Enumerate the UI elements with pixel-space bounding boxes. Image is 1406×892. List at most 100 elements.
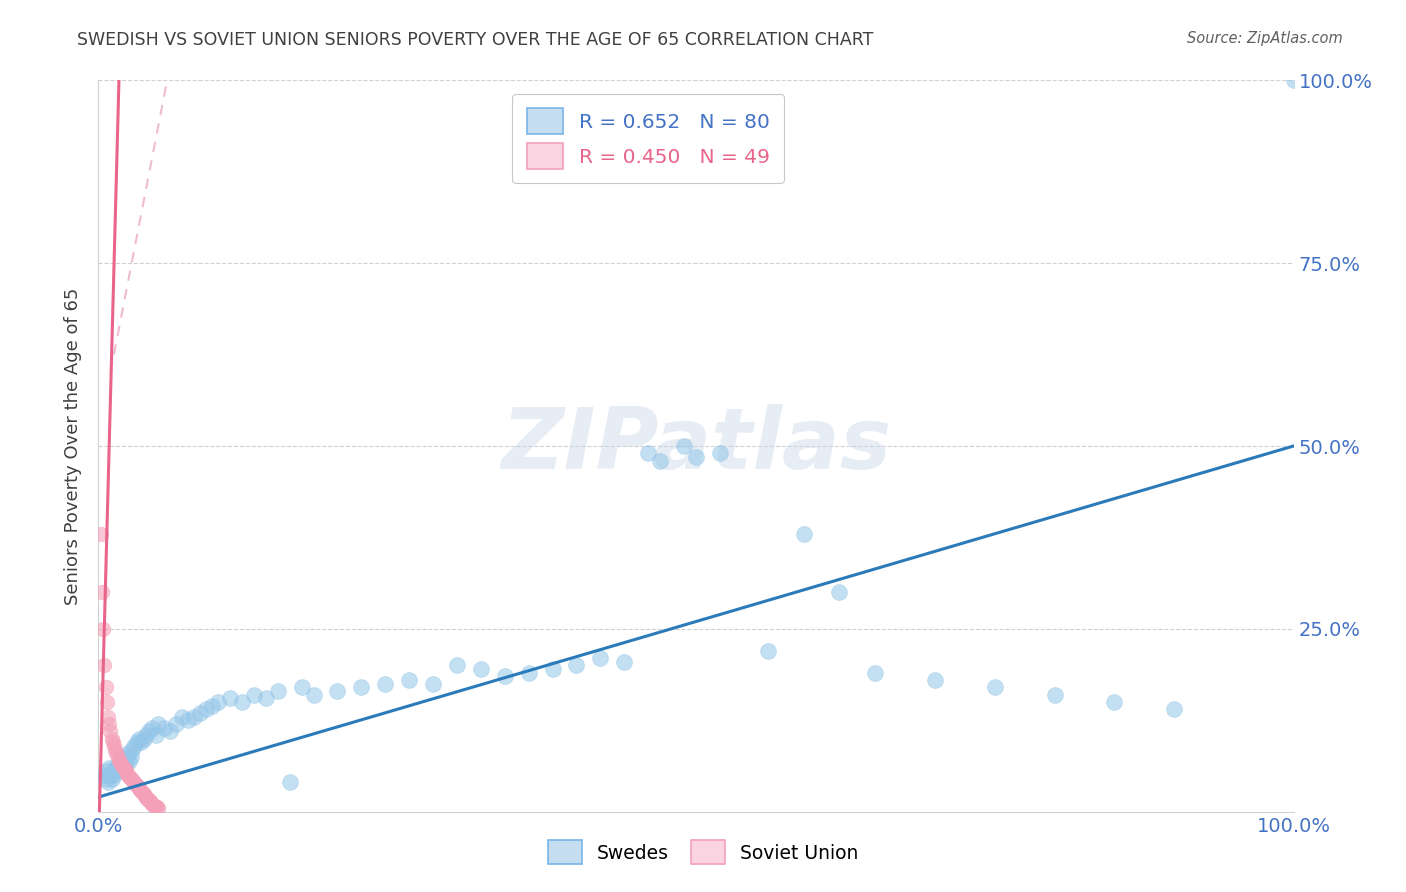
- Point: [135, 790, 157, 805]
- Point: [127, 780, 149, 794]
- Point: [96, 764, 118, 779]
- Point: [125, 735, 148, 749]
- Point: [131, 786, 153, 800]
- Point: [793, 526, 815, 541]
- Point: [94, 681, 117, 695]
- Point: [131, 735, 153, 749]
- Point: [132, 787, 155, 801]
- Point: [115, 749, 138, 764]
- Point: [128, 781, 150, 796]
- Point: [94, 772, 117, 786]
- Point: [122, 774, 145, 789]
- Point: [91, 622, 114, 636]
- Point: [103, 739, 125, 753]
- Point: [111, 759, 134, 773]
- Point: [201, 698, 224, 713]
- Point: [108, 754, 131, 768]
- Point: [828, 585, 851, 599]
- Point: [565, 658, 588, 673]
- Point: [1163, 702, 1185, 716]
- Point: [129, 782, 152, 797]
- Y-axis label: Seniors Poverty Over the Age of 65: Seniors Poverty Over the Age of 65: [65, 287, 83, 605]
- Point: [105, 764, 128, 779]
- Point: [541, 662, 564, 676]
- Point: [118, 754, 141, 768]
- Point: [98, 717, 121, 731]
- Point: [93, 768, 115, 782]
- Point: [118, 770, 141, 784]
- Point: [131, 784, 153, 798]
- Text: ZIPatlas: ZIPatlas: [501, 404, 891, 488]
- Point: [142, 798, 165, 813]
- Point: [374, 676, 396, 690]
- Point: [134, 789, 156, 803]
- Point: [398, 673, 420, 687]
- Point: [148, 717, 170, 731]
- Point: [107, 757, 129, 772]
- Point: [302, 688, 325, 702]
- Point: [107, 761, 129, 775]
- Point: [101, 764, 124, 779]
- Point: [172, 709, 194, 723]
- Point: [110, 757, 132, 772]
- Point: [673, 439, 696, 453]
- Point: [685, 450, 707, 464]
- Point: [141, 797, 163, 812]
- Point: [143, 798, 166, 813]
- Point: [124, 739, 146, 753]
- Point: [132, 731, 155, 746]
- Legend: Swedes, Soviet Union: Swedes, Soviet Union: [540, 833, 866, 871]
- Point: [165, 717, 187, 731]
- Point: [984, 681, 1007, 695]
- Point: [93, 658, 115, 673]
- Point: [103, 768, 125, 782]
- Point: [112, 761, 135, 775]
- Point: [135, 728, 157, 742]
- Point: [195, 702, 218, 716]
- Point: [115, 766, 138, 780]
- Point: [145, 799, 167, 814]
- Point: [121, 742, 143, 756]
- Point: [98, 768, 122, 782]
- Point: [188, 706, 211, 720]
- Point: [98, 761, 121, 775]
- Point: [139, 795, 162, 809]
- Point: [637, 446, 659, 460]
- Point: [291, 681, 314, 695]
- Point: [124, 775, 146, 789]
- Text: SWEDISH VS SOVIET UNION SENIORS POVERTY OVER THE AGE OF 65 CORRELATION CHART: SWEDISH VS SOVIET UNION SENIORS POVERTY …: [77, 31, 873, 49]
- Point: [138, 793, 160, 807]
- Point: [139, 796, 162, 810]
- Point: [107, 754, 129, 768]
- Point: [267, 684, 290, 698]
- Point: [91, 585, 114, 599]
- Point: [136, 791, 159, 805]
- Point: [96, 695, 118, 709]
- Point: [115, 757, 138, 772]
- Point: [128, 731, 150, 746]
- Point: [865, 665, 887, 680]
- Point: [243, 688, 266, 702]
- Point: [108, 755, 131, 769]
- Point: [756, 644, 779, 658]
- Point: [100, 731, 122, 746]
- Point: [648, 453, 672, 467]
- Point: [148, 801, 170, 815]
- Point: [100, 772, 122, 786]
- Point: [117, 746, 139, 760]
- Point: [159, 724, 181, 739]
- Point: [219, 691, 242, 706]
- Point: [110, 757, 132, 772]
- Point: [709, 446, 731, 460]
- Point: [517, 665, 540, 680]
- Point: [101, 735, 124, 749]
- Point: [494, 669, 516, 683]
- Point: [1282, 73, 1305, 87]
- Point: [589, 651, 612, 665]
- Point: [105, 746, 128, 760]
- Point: [90, 526, 112, 541]
- Point: [124, 777, 146, 791]
- Point: [141, 721, 163, 735]
- Point: [446, 658, 468, 673]
- Point: [114, 762, 136, 776]
